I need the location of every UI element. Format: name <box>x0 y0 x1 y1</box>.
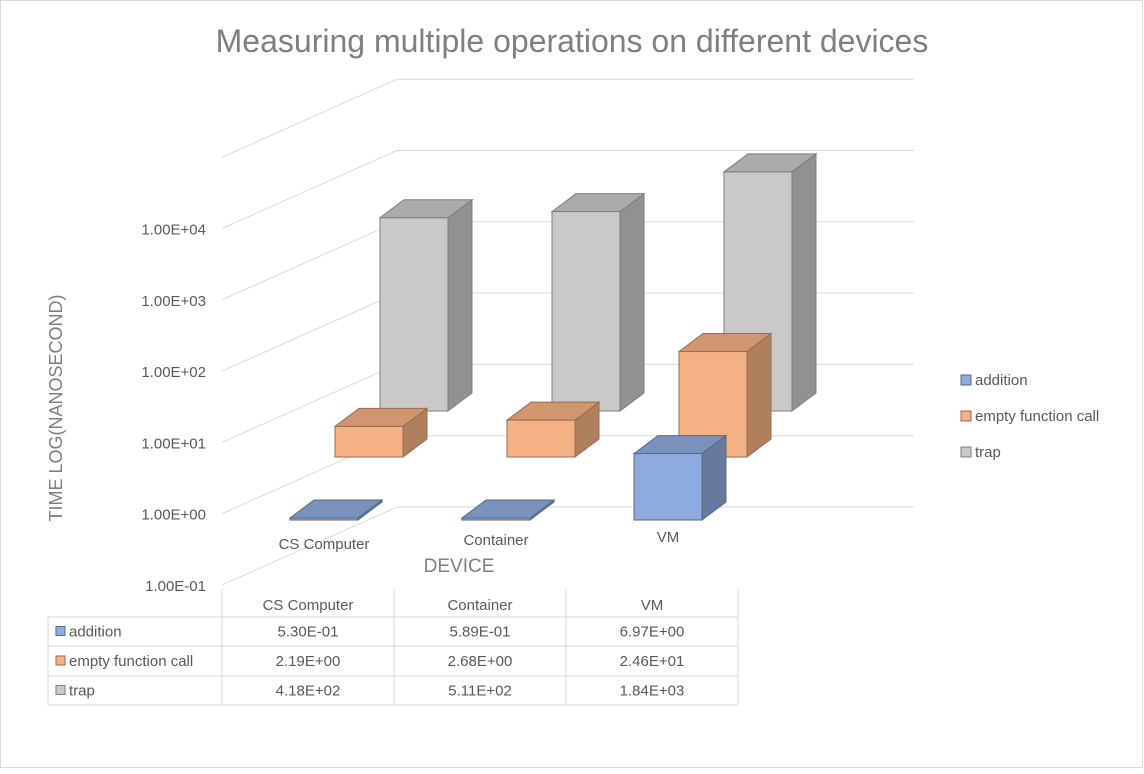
table-value-cell: 5.89E-01 <box>450 624 511 641</box>
category-label: CS Computer <box>279 536 370 553</box>
table-row-header: trap <box>69 683 95 700</box>
legend-swatch <box>960 374 972 386</box>
bar-front <box>461 517 531 521</box>
category-label: Container <box>463 532 528 549</box>
legend-entry: empty function call <box>975 408 1099 425</box>
table-header-cell: CS Computer <box>263 597 354 614</box>
y-axis-label: TIME LOG(NANOSECOND) <box>46 294 66 521</box>
bar-empty-function-call-container <box>505 401 601 458</box>
table-row-header: addition <box>69 624 122 641</box>
legend-swatch <box>960 410 972 422</box>
bar-addition-container <box>460 499 556 521</box>
y-tick-label: 1.00E-01 <box>145 578 206 595</box>
bar-side <box>791 152 817 412</box>
table-value-cell: 2.19E+00 <box>276 653 341 670</box>
gridline-side <box>221 292 398 372</box>
bars-layer <box>288 152 818 521</box>
y-tick-label: 1.00E+04 <box>141 222 206 239</box>
bar-empty-function-call-cs-computer <box>333 407 429 458</box>
table-value-cell: 2.68E+00 <box>448 653 513 670</box>
y-tick-label: 1.00E+02 <box>141 364 206 381</box>
y-tick-label: 1.00E+00 <box>141 507 206 524</box>
table-value-cell: 2.46E+01 <box>620 653 685 670</box>
data-table: CS Computer Container VM addition 5.30E-01 5.… <box>47 589 739 706</box>
chart-title: Measuring multiple operations on differe… <box>216 23 929 59</box>
legend: addition empty function call trap <box>960 372 1099 461</box>
grid-layer: 1.00E-01 1.00E+00 1.00E+01 1.00E+02 1.00E+03… <box>141 78 914 595</box>
table-row-header: empty function call <box>69 653 193 670</box>
table-header-cell: VM <box>641 597 664 614</box>
x-axis-label: DEVICE <box>424 556 495 577</box>
y-tick-label: 1.00E+03 <box>141 293 206 310</box>
table-legend-key <box>55 626 66 636</box>
gridline-side <box>221 363 398 443</box>
legend-entry: trap <box>975 444 1001 461</box>
table-value-cell: 6.97E+00 <box>620 624 685 641</box>
table-value-cell: 5.11E+02 <box>448 683 512 700</box>
bar-front <box>379 217 449 412</box>
bar-side <box>746 332 772 458</box>
gridline-side <box>221 78 398 158</box>
legend-entry: addition <box>975 372 1028 389</box>
gridline-side <box>221 506 398 586</box>
table-header-cell: Container <box>447 597 512 614</box>
bar-front <box>289 517 359 521</box>
category-label: VM <box>657 529 680 546</box>
bar-addition-cs-computer <box>288 499 384 521</box>
gridline-side <box>221 150 398 229</box>
bar-trap-cs-computer <box>378 198 474 412</box>
table-legend-key <box>55 655 66 666</box>
table-value-cell: 4.18E+02 <box>276 683 341 700</box>
bar-front <box>633 453 703 521</box>
gridline-side <box>221 221 398 301</box>
table-value-cell: 1.84E+03 <box>620 683 685 700</box>
bar-side <box>447 198 473 412</box>
bar-trap-container <box>550 192 646 412</box>
bar-front <box>334 425 404 458</box>
legend-swatch <box>960 446 972 458</box>
bar-addition-vm <box>632 434 728 521</box>
bar-front <box>506 419 576 458</box>
table-value-cell: 5.30E-01 <box>278 624 339 641</box>
table-legend-key <box>55 685 66 695</box>
y-tick-label: 1.00E+01 <box>141 435 206 452</box>
bar-front <box>551 211 621 412</box>
labels-layer: CS Computer Container VM <box>279 529 680 553</box>
bar-side <box>619 192 645 412</box>
